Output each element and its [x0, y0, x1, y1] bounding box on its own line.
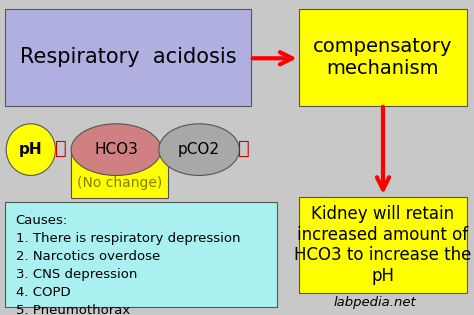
- Ellipse shape: [159, 124, 239, 175]
- Text: Normal
(No change): Normal (No change): [77, 160, 162, 190]
- Text: pH: pH: [19, 142, 43, 157]
- Ellipse shape: [6, 124, 55, 175]
- Text: HCO3: HCO3: [94, 142, 138, 157]
- Text: 👇: 👇: [55, 139, 66, 158]
- FancyBboxPatch shape: [5, 9, 251, 106]
- Text: Causes:
1. There is respiratory depression
2. Narcotics overdose
3. CNS depressi: Causes: 1. There is respiratory depressi…: [16, 214, 240, 315]
- Text: 👉: 👉: [238, 139, 250, 158]
- Ellipse shape: [71, 124, 161, 175]
- Text: pCO2: pCO2: [178, 142, 220, 157]
- Text: labpedia.net: labpedia.net: [333, 296, 416, 309]
- Text: compensatory
mechanism: compensatory mechanism: [313, 37, 453, 78]
- Text: Kidney will retain
increased amount of
HCO3 to increase the
pH: Kidney will retain increased amount of H…: [294, 205, 472, 285]
- FancyBboxPatch shape: [5, 202, 277, 307]
- FancyBboxPatch shape: [299, 197, 467, 293]
- FancyBboxPatch shape: [71, 151, 168, 198]
- Text: Respiratory  acidosis: Respiratory acidosis: [19, 48, 237, 67]
- FancyBboxPatch shape: [299, 9, 467, 106]
